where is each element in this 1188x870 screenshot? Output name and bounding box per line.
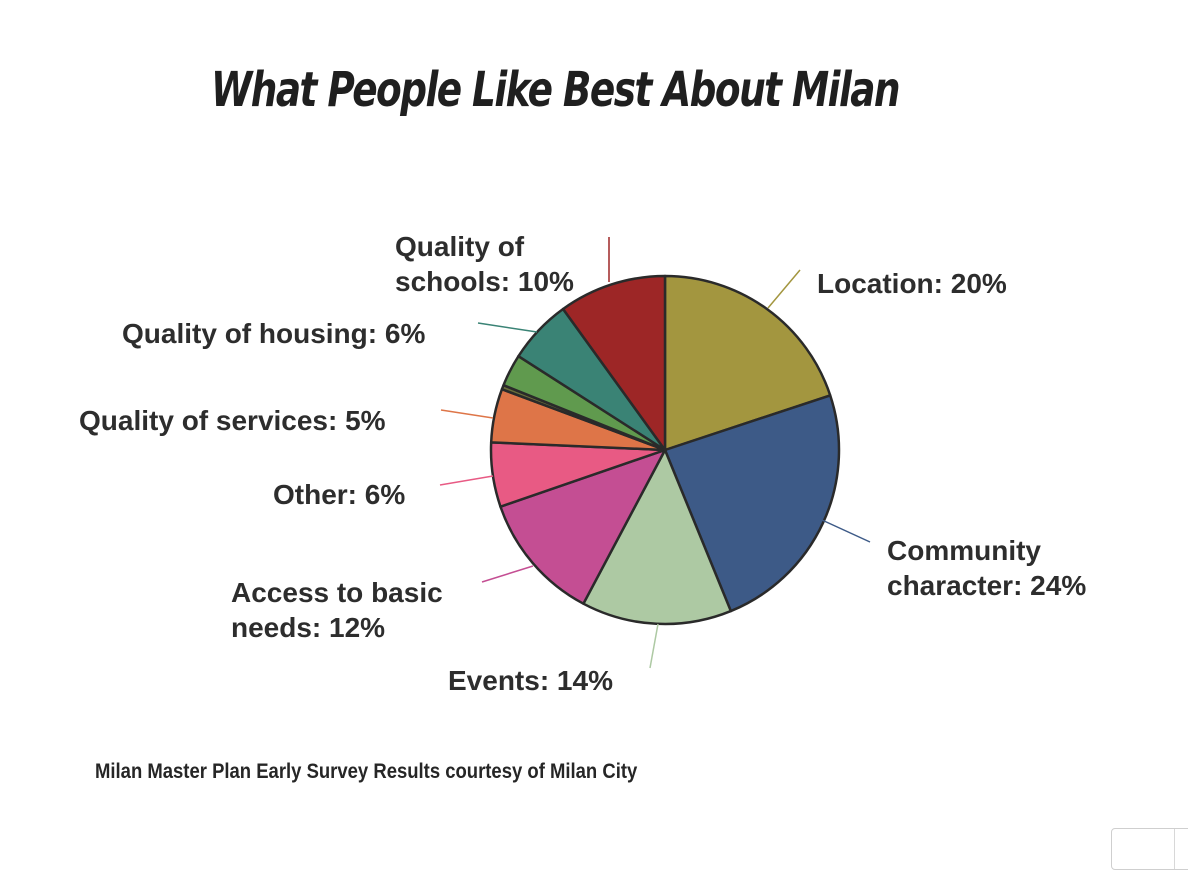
leader-line-community-character: [821, 519, 871, 543]
chart-title: What People Like Best About Milan: [210, 62, 901, 118]
leader-line-quality-of-services: [440, 409, 494, 419]
slice-label-quality-of-services: Quality of services: 5%: [79, 405, 386, 436]
leader-line-events: [649, 623, 659, 669]
slice-label-community-character: Community character: 24%: [887, 535, 1086, 601]
pie-slice-access-to-basic-needs: [499, 448, 667, 605]
pie-slice-community-character: [663, 394, 841, 613]
pie-chart: Location: 20% Community character: 24% Even…: [79, 231, 1086, 696]
pie-slice-quality-of-schools: [561, 274, 667, 452]
slice-label-access-to-basic-needs: Access to basic needs: 12%: [231, 577, 443, 643]
slice-label-quality-of-housing: Quality of housing: 6%: [122, 318, 425, 349]
leader-line-quality-of-housing: [477, 322, 538, 333]
corner-widget: [1111, 828, 1188, 870]
slice-label-quality-of-schools: Quality of schools: 10%: [395, 231, 574, 297]
leader-line-access-to-basic-needs: [481, 565, 534, 583]
pie-slice-location: [663, 274, 832, 452]
slice-label-location: Location: 20%: [817, 268, 1007, 299]
slice-label-events: Events: 14%: [448, 665, 613, 696]
corner-widget-divider: [1174, 829, 1175, 869]
slice-label-other: Other: 6%: [273, 479, 405, 510]
leader-line-other: [439, 475, 494, 486]
pie-slice-events: [582, 448, 733, 626]
leader-line-location: [767, 269, 801, 309]
chart-caption: Milan Master Plan Early Survey Results c…: [95, 760, 638, 783]
